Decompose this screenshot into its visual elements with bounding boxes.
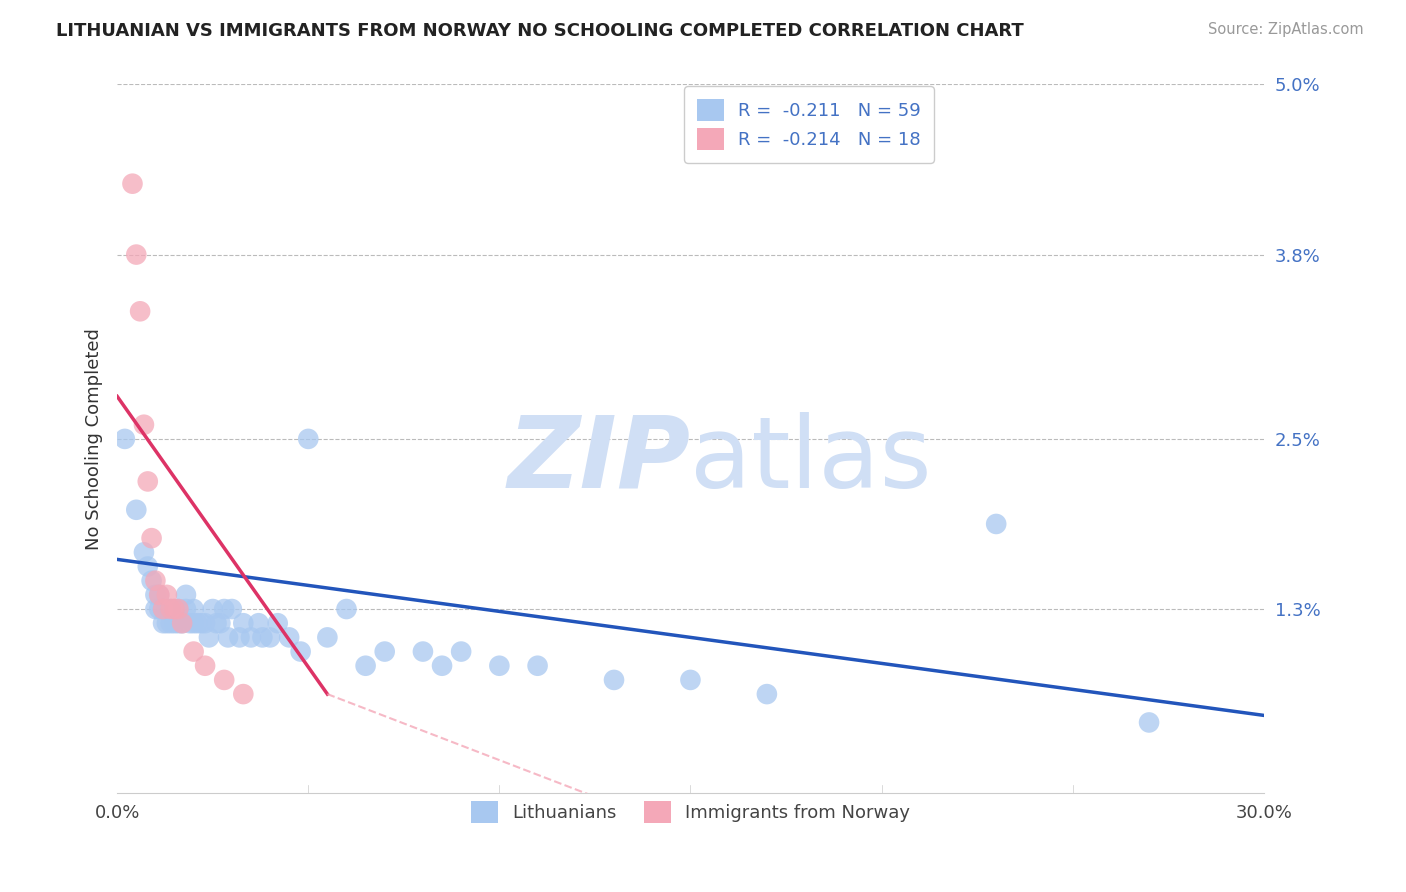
Point bbox=[412, 644, 434, 658]
Point bbox=[167, 602, 190, 616]
Point bbox=[183, 602, 205, 616]
Point bbox=[194, 616, 217, 631]
Point bbox=[450, 644, 472, 658]
Point bbox=[148, 588, 170, 602]
Point bbox=[145, 602, 167, 616]
Legend: Lithuanians, Immigrants from Norway: Lithuanians, Immigrants from Norway bbox=[460, 790, 921, 834]
Point bbox=[145, 574, 167, 588]
Point bbox=[374, 644, 396, 658]
Point bbox=[163, 616, 186, 631]
Point bbox=[141, 574, 163, 588]
Point bbox=[217, 631, 239, 645]
Point bbox=[159, 602, 181, 616]
Point bbox=[125, 503, 148, 517]
Point bbox=[152, 602, 174, 616]
Point bbox=[986, 516, 1008, 531]
Point bbox=[159, 616, 181, 631]
Point bbox=[221, 602, 243, 616]
Point bbox=[430, 658, 453, 673]
Point bbox=[129, 304, 152, 318]
Point bbox=[755, 687, 778, 701]
Point bbox=[526, 658, 548, 673]
Point bbox=[174, 588, 197, 602]
Point bbox=[132, 417, 155, 432]
Point bbox=[354, 658, 377, 673]
Point bbox=[232, 687, 254, 701]
Point bbox=[172, 616, 194, 631]
Point bbox=[174, 602, 197, 616]
Point bbox=[156, 616, 179, 631]
Point bbox=[167, 616, 190, 631]
Point bbox=[141, 531, 163, 545]
Point bbox=[156, 602, 179, 616]
Point bbox=[209, 616, 232, 631]
Point bbox=[198, 631, 221, 645]
Point bbox=[121, 177, 143, 191]
Point bbox=[290, 644, 312, 658]
Point bbox=[232, 616, 254, 631]
Point bbox=[252, 631, 274, 645]
Point bbox=[228, 631, 250, 645]
Text: Source: ZipAtlas.com: Source: ZipAtlas.com bbox=[1208, 22, 1364, 37]
Point bbox=[152, 602, 174, 616]
Point bbox=[205, 616, 228, 631]
Point bbox=[267, 616, 290, 631]
Point bbox=[247, 616, 270, 631]
Point bbox=[136, 475, 159, 489]
Point bbox=[603, 673, 626, 687]
Text: LITHUANIAN VS IMMIGRANTS FROM NORWAY NO SCHOOLING COMPLETED CORRELATION CHART: LITHUANIAN VS IMMIGRANTS FROM NORWAY NO … bbox=[56, 22, 1024, 40]
Point bbox=[259, 631, 281, 645]
Text: ZIP: ZIP bbox=[508, 412, 690, 508]
Point bbox=[148, 602, 170, 616]
Point bbox=[488, 658, 510, 673]
Point bbox=[278, 631, 301, 645]
Point bbox=[183, 616, 205, 631]
Point bbox=[156, 588, 179, 602]
Point bbox=[152, 616, 174, 631]
Point bbox=[159, 602, 181, 616]
Point bbox=[201, 602, 224, 616]
Point bbox=[125, 247, 148, 261]
Point bbox=[145, 588, 167, 602]
Point bbox=[190, 616, 212, 631]
Point bbox=[194, 658, 217, 673]
Point bbox=[239, 631, 262, 645]
Point bbox=[297, 432, 319, 446]
Point bbox=[163, 602, 186, 616]
Point bbox=[183, 644, 205, 658]
Point bbox=[132, 545, 155, 559]
Point bbox=[114, 432, 136, 446]
Point bbox=[172, 616, 194, 631]
Point bbox=[1137, 715, 1160, 730]
Point bbox=[136, 559, 159, 574]
Point bbox=[679, 673, 702, 687]
Point bbox=[163, 602, 186, 616]
Point bbox=[212, 602, 235, 616]
Y-axis label: No Schooling Completed: No Schooling Completed bbox=[86, 328, 103, 549]
Point bbox=[167, 602, 190, 616]
Point bbox=[212, 673, 235, 687]
Point bbox=[186, 616, 208, 631]
Text: atlas: atlas bbox=[690, 412, 932, 508]
Point bbox=[148, 588, 170, 602]
Point bbox=[316, 631, 339, 645]
Point bbox=[335, 602, 357, 616]
Point bbox=[179, 616, 201, 631]
